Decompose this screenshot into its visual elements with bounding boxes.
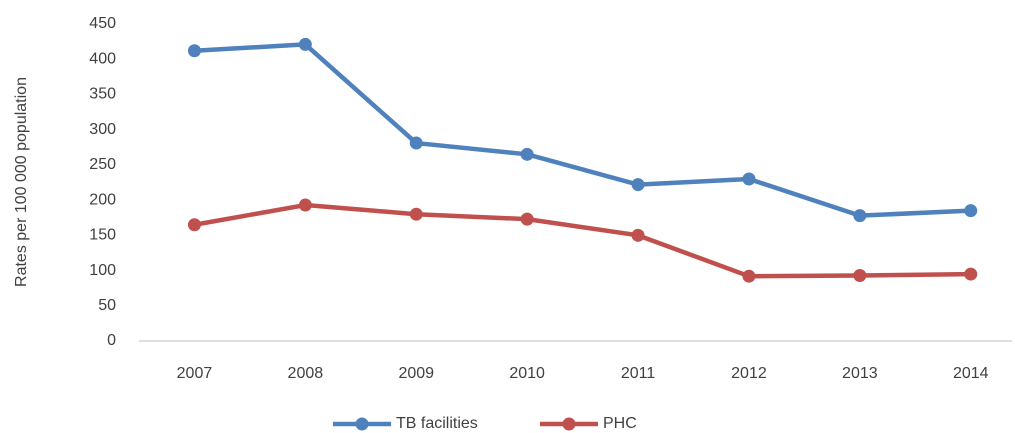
data-point <box>631 228 645 242</box>
y-tick-label: 400 <box>89 50 116 67</box>
y-tick-label: 450 <box>89 15 116 32</box>
series-line <box>194 42 971 218</box>
x-tick-label: 2014 <box>953 365 989 382</box>
y-tick-label: 100 <box>89 262 116 279</box>
y-axis-label: Rates per 100 000 population <box>13 77 30 287</box>
data-point <box>187 218 201 232</box>
x-tick-label: 2010 <box>509 365 545 382</box>
x-tick-label: 2011 <box>621 365 656 382</box>
legend-marker <box>562 417 576 431</box>
data-point <box>520 147 534 161</box>
data-point <box>964 204 978 218</box>
data-point <box>742 172 756 186</box>
data-point <box>631 178 645 192</box>
data-point <box>409 207 423 221</box>
data-point <box>187 44 201 58</box>
x-tick-label: 2008 <box>288 365 324 382</box>
x-tick-label: 2012 <box>731 365 767 382</box>
x-tick-label: 2009 <box>398 365 434 382</box>
y-tick-label: 250 <box>89 156 116 173</box>
y-tick-label: 200 <box>89 191 116 208</box>
y-tick-label: 350 <box>89 86 116 103</box>
data-point <box>298 198 312 212</box>
legend-marker <box>355 417 369 431</box>
data-point <box>964 267 978 281</box>
legend-label: PHC <box>603 415 637 432</box>
data-point <box>742 269 756 283</box>
data-point <box>853 268 867 282</box>
y-tick-label: 300 <box>89 121 116 138</box>
data-point <box>853 209 867 223</box>
y-tick-label: 0 <box>107 332 116 349</box>
data-point <box>409 136 423 150</box>
x-tick-label: 2013 <box>842 365 878 382</box>
data-point <box>298 37 312 51</box>
y-tick-label: 50 <box>98 297 116 314</box>
data-point <box>520 212 534 226</box>
series-line <box>194 202 971 279</box>
legend-label: TB facilities <box>396 415 478 432</box>
y-tick-label: 150 <box>89 227 116 244</box>
x-tick-label: 2007 <box>177 365 213 382</box>
